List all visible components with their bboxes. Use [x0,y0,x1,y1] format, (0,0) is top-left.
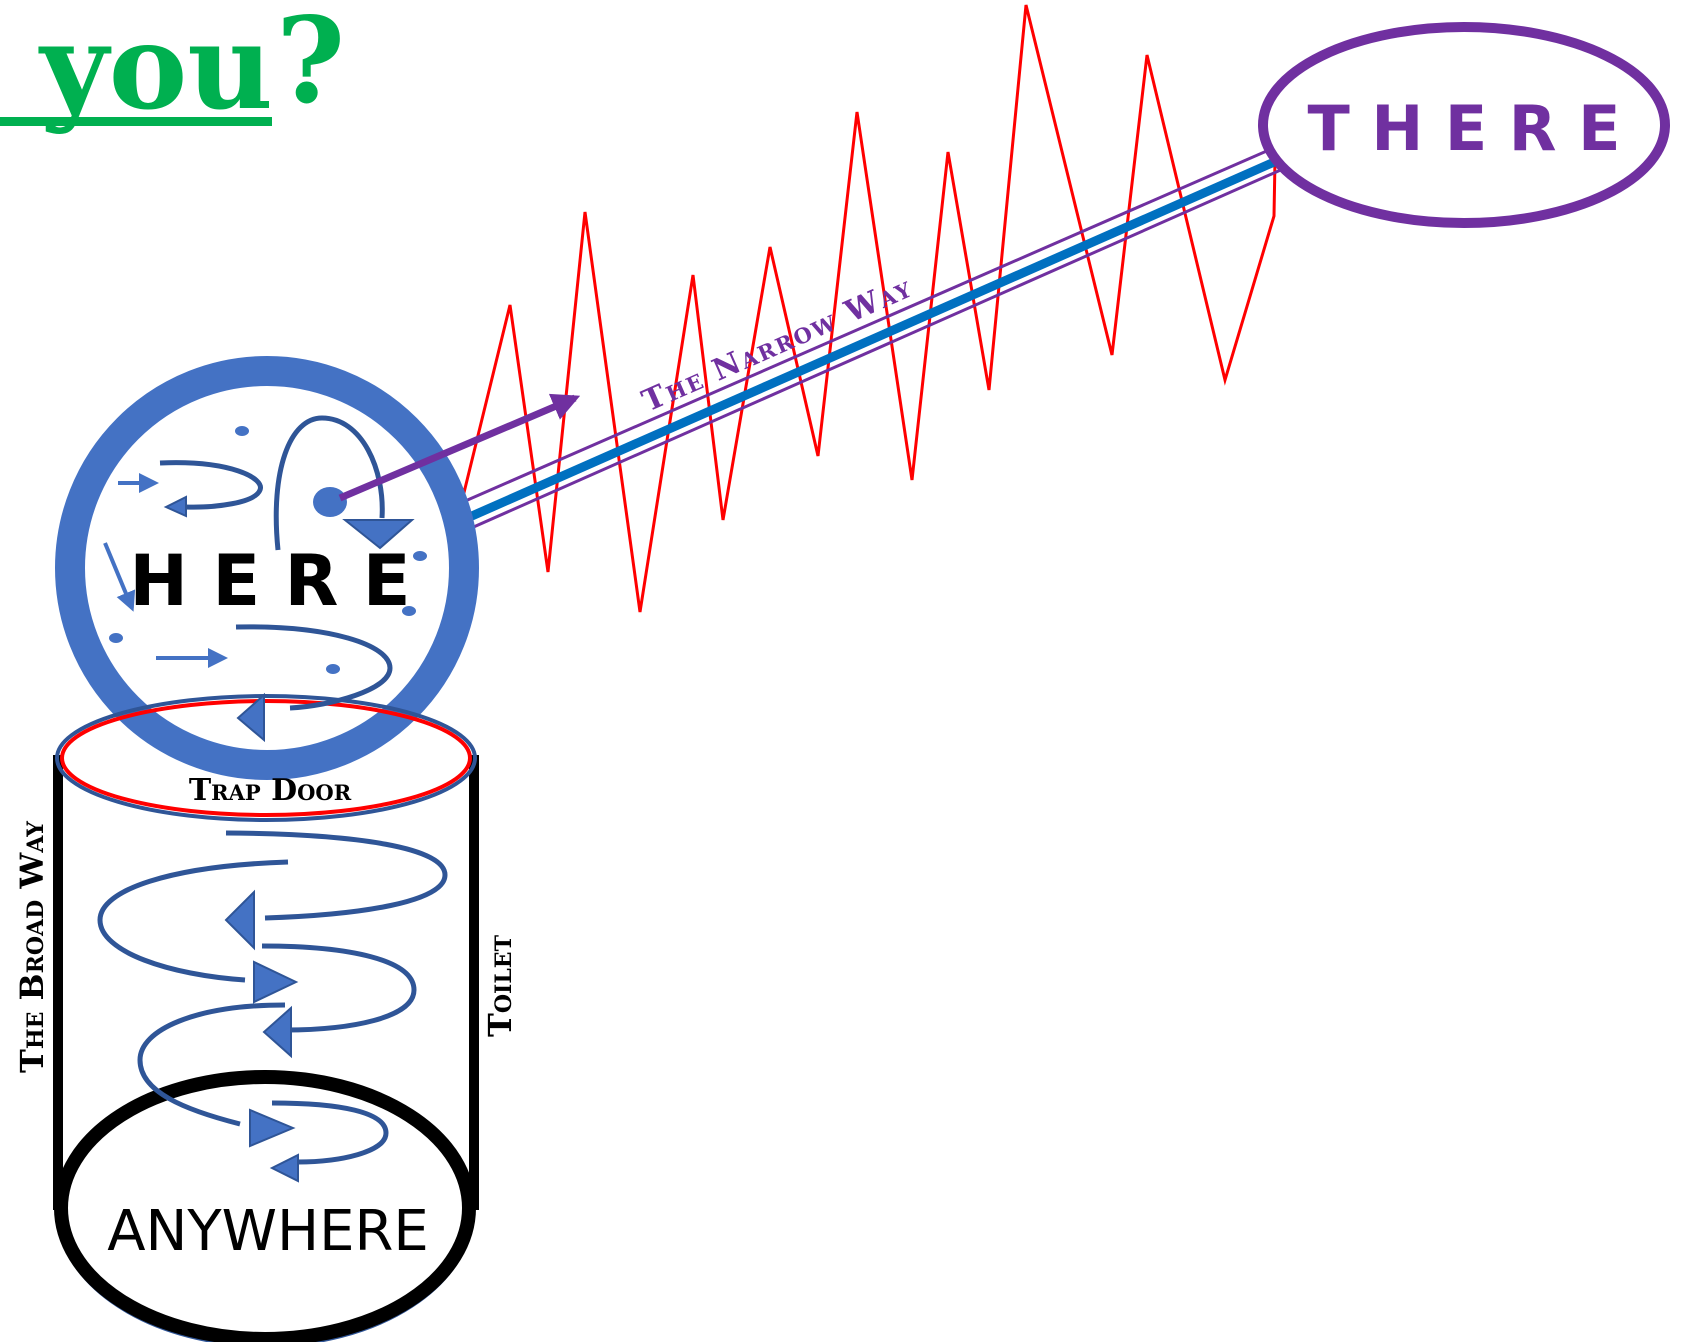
toilet-spiral-arrows [97,830,448,1165]
narrow-way-rail-bottom [459,163,1293,535]
here-small-arrows [103,473,228,668]
start-dot [313,487,347,517]
here-dots [109,426,427,674]
narrow-way-label: The Narrow Way [637,270,918,420]
narrow-way-center-beam [454,150,1292,528]
title-underline [0,117,272,126]
narrow-way-arrow [338,393,581,502]
broad-way-label: The Broad Way [13,821,51,1073]
narrow-way-path [439,141,1293,535]
toilet-spiral-arrowheads [224,889,299,1183]
here-arch-arrow [273,415,415,551]
here-spiral-arrow [235,624,393,743]
there-ellipse [1258,22,1670,228]
trap-door-ellipse [60,699,472,817]
toilet-label: Toilet [481,934,519,1037]
title-word: you [38,0,273,136]
here-label: H E R E [129,540,410,622]
there-label: T H E R E [1308,92,1621,165]
trap-door-outline [55,694,477,822]
here-loop-arrow-small [159,460,263,518]
here-circle [55,356,479,780]
title: you ? [0,0,345,136]
trap-door-label: Trap Door [189,773,352,808]
toilet-cylinder [53,755,479,1342]
anywhere-label: ANYWHERE [107,1199,429,1264]
red-zigzag [457,4,1277,613]
title-question-mark: ? [276,0,345,130]
narrow-way-rail-top [439,141,1286,514]
